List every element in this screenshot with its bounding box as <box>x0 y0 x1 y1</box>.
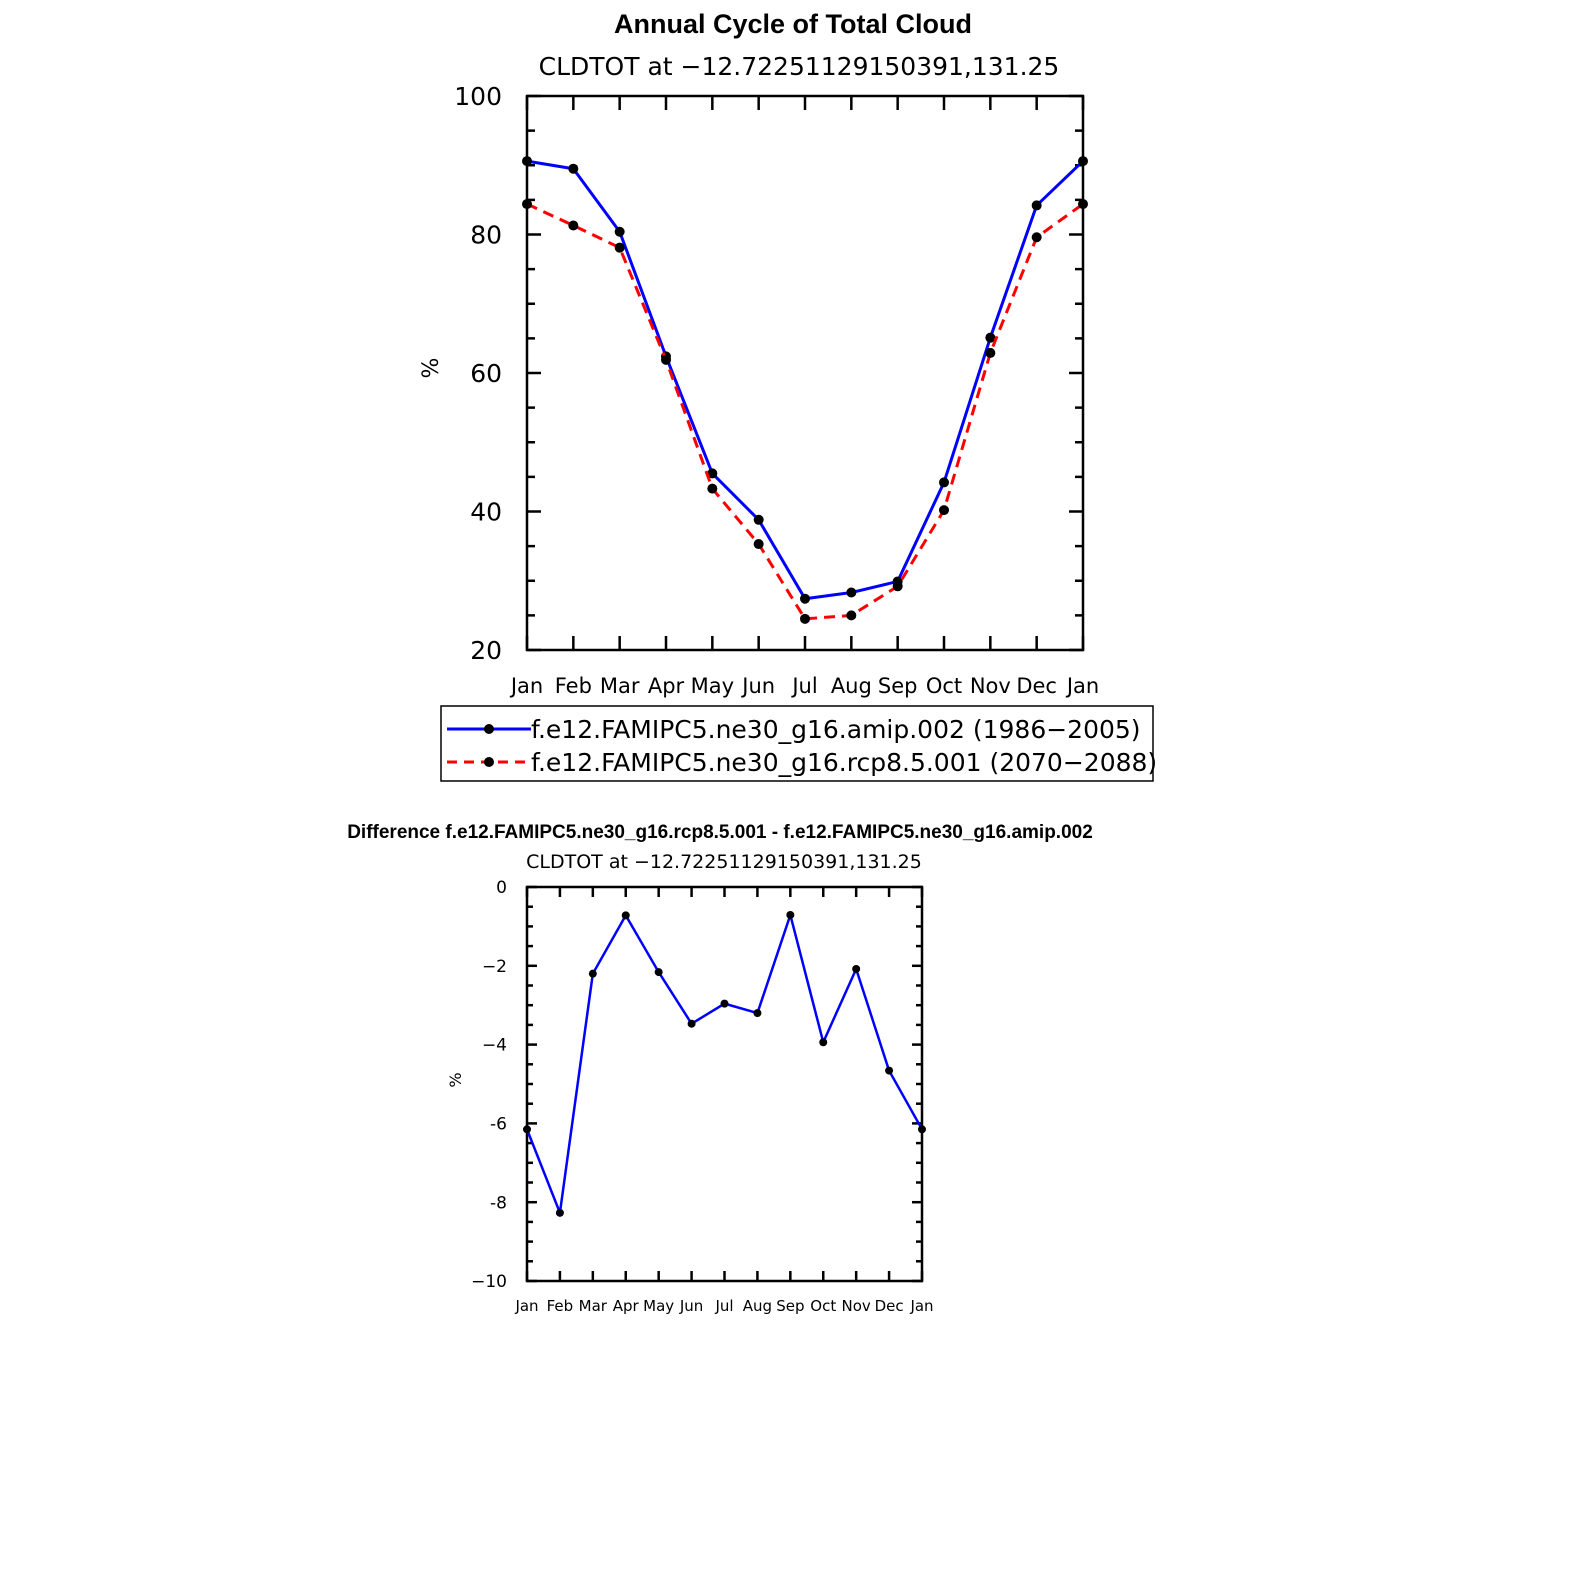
chart2-xtick-label: Feb <box>547 1297 574 1315</box>
chart2-series-1-point <box>852 964 861 973</box>
chart1-series-1-point <box>1078 156 1088 167</box>
chart1-series-2-point <box>939 505 949 516</box>
chart2-ytick-label: 0 <box>496 878 507 898</box>
chart1-legend-box <box>440 705 1154 782</box>
chart2-xtick-label: Apr <box>613 1297 640 1315</box>
chart2-xtick-label: Mar <box>579 1297 608 1315</box>
chart2-series-1-point <box>720 999 729 1008</box>
chart1-ytick-label: 80 <box>470 221 502 250</box>
chart2-xtick-label: Jun <box>679 1297 703 1315</box>
chart1-series-2-point <box>846 610 857 621</box>
chart1-ytick-label: 20 <box>470 636 502 665</box>
chart1-ylabel: % <box>419 358 444 379</box>
chart2-series-1-point <box>687 1019 696 1028</box>
chart1-ytick-label: 100 <box>454 82 502 111</box>
chart2-xtick-label: Jul <box>714 1297 733 1315</box>
chart2-xtick-label: Nov <box>842 1297 871 1315</box>
chart2-ytick-label: −4 <box>482 1036 507 1056</box>
chart2-series-1-point <box>819 1038 828 1047</box>
chart1-series-1-point <box>800 593 810 604</box>
chart2-axes: Jan Feb Mar Apr May Jun Jul Aug Sep Oct Nov Dec Jan 0… <box>471 878 933 1315</box>
chart2-series-1-point <box>885 1066 894 1075</box>
chart1-series-1-point <box>707 468 718 479</box>
chart1-series-2-point <box>985 347 996 358</box>
chart1-series-1-line <box>526 159 1085 601</box>
chart1-series-1-point <box>985 332 996 343</box>
difference-chart: Difference f.e12.FAMIPC5.ne30_g16.rcp8.5… <box>347 822 1093 1315</box>
chart1-series-1-point <box>614 226 625 237</box>
chart1-xtick-label: Jan <box>1065 674 1099 698</box>
chart1-xtick-label: Nov <box>970 674 1011 698</box>
chart2-xtick-label: Jan <box>909 1297 933 1315</box>
chart1-series-1-point <box>846 587 857 598</box>
chart1-xtick-label: Dec <box>1016 674 1057 698</box>
annual-cycle-chart: Annual Cycle of Total Cloud CLDTOT at −1… <box>419 9 1157 782</box>
chart2-xtick-label: Sep <box>776 1297 804 1315</box>
chart1-series-1-point <box>568 163 579 174</box>
chart1-series-2-point <box>1078 199 1088 210</box>
chart1-subtitle: CLDTOT at −12.72251129150391,131.25 <box>539 52 1060 81</box>
chart2-series-1-point <box>621 911 630 920</box>
chart1-series-2-point <box>661 354 671 365</box>
chart1-series-1-point <box>753 514 764 525</box>
chart1-xtick-label: Jun <box>740 674 775 698</box>
chart1-axes: Jan Feb Mar Apr May Jun Jul Aug Sep Oct Nov Dec Jan 2… <box>454 82 1099 698</box>
chart1-series-1-point <box>522 156 532 167</box>
chart1-series-1-point <box>1031 200 1042 211</box>
chart1-xtick-label: Sep <box>878 674 918 698</box>
chart2-plot-frame <box>525 885 924 1283</box>
chart2-xtick-label: May <box>643 1297 674 1315</box>
chart1-series-group <box>522 156 1088 624</box>
chart2-series-1-line <box>525 913 924 1215</box>
chart1-series-2-point <box>568 220 579 231</box>
chart2-ytick-label: -8 <box>490 1193 507 1213</box>
chart2-xtick-label: Dec <box>875 1297 904 1315</box>
chart1-series-2-point <box>522 199 532 210</box>
chart2-series-1-point <box>918 1125 926 1134</box>
chart1-series-2-point <box>707 483 718 494</box>
chart2-subtitle: CLDTOT at −12.72251129150391,131.25 <box>526 851 922 873</box>
chart1-series-2-point <box>1031 232 1042 243</box>
chart2-title: Difference f.e12.FAMIPC5.ne30_g16.rcp8.5… <box>347 822 1093 843</box>
chart1-xtick-label: Oct <box>926 674 962 698</box>
legend-label-series-1: f.e12.FAMIPC5.ne30_g16.amip.002 (1986−20… <box>531 715 1141 744</box>
legend-marker-series-1 <box>484 724 494 734</box>
chart2-ytick-label: -6 <box>490 1115 507 1135</box>
chart1-xtick-label: Apr <box>648 674 685 698</box>
chart1-xtick-label: Jul <box>790 674 817 698</box>
chart2-xtick-label: Oct <box>810 1297 836 1315</box>
chart1-series-2-point <box>892 581 903 592</box>
chart1-legend: f.e12.FAMIPC5.ne30_g16.amip.002 (1986−20… <box>440 705 1157 782</box>
chart2-series-1-point <box>654 968 663 977</box>
chart1-series-2-line <box>526 202 1084 621</box>
chart2-series-1-point <box>523 1125 531 1134</box>
chart1-series-2-point <box>800 613 810 624</box>
chart2-ytick-label: −2 <box>482 957 507 977</box>
chart1-xtick-label: Mar <box>600 674 640 698</box>
chart1-ytick-label: 60 <box>470 359 502 388</box>
chart2-xtick-label: Jan <box>514 1297 538 1315</box>
chart1-series-1-point <box>939 477 949 488</box>
legend-marker-series-2 <box>484 757 494 767</box>
chart1-xtick-label: Jan <box>509 674 543 698</box>
chart2-ylabel: % <box>446 1072 465 1087</box>
chart2-series-1-point <box>555 1208 564 1217</box>
chart2-series-1-point <box>588 969 597 978</box>
chart1-ytick-label: 40 <box>470 498 502 527</box>
chart2-series-group <box>523 910 926 1217</box>
chart1-series-2-point <box>753 539 764 550</box>
chart1-plot-frame <box>525 94 1085 652</box>
chart1-title: Annual Cycle of Total Cloud <box>614 9 972 39</box>
chart1-xtick-label: Aug <box>831 674 872 698</box>
chart2-xtick-label: Aug <box>743 1297 772 1315</box>
chart1-xtick-label: Feb <box>555 674 592 698</box>
chart2-series-1-point <box>786 910 795 919</box>
chart1-xtick-label: May <box>691 674 734 698</box>
chart1-series-2-point <box>614 242 625 253</box>
chart2-series-1-point <box>753 1009 762 1018</box>
legend-label-series-2: f.e12.FAMIPC5.ne30_g16.rcp8.5.001 (2070−… <box>531 748 1157 777</box>
chart2-ytick-label: −10 <box>471 1272 507 1292</box>
